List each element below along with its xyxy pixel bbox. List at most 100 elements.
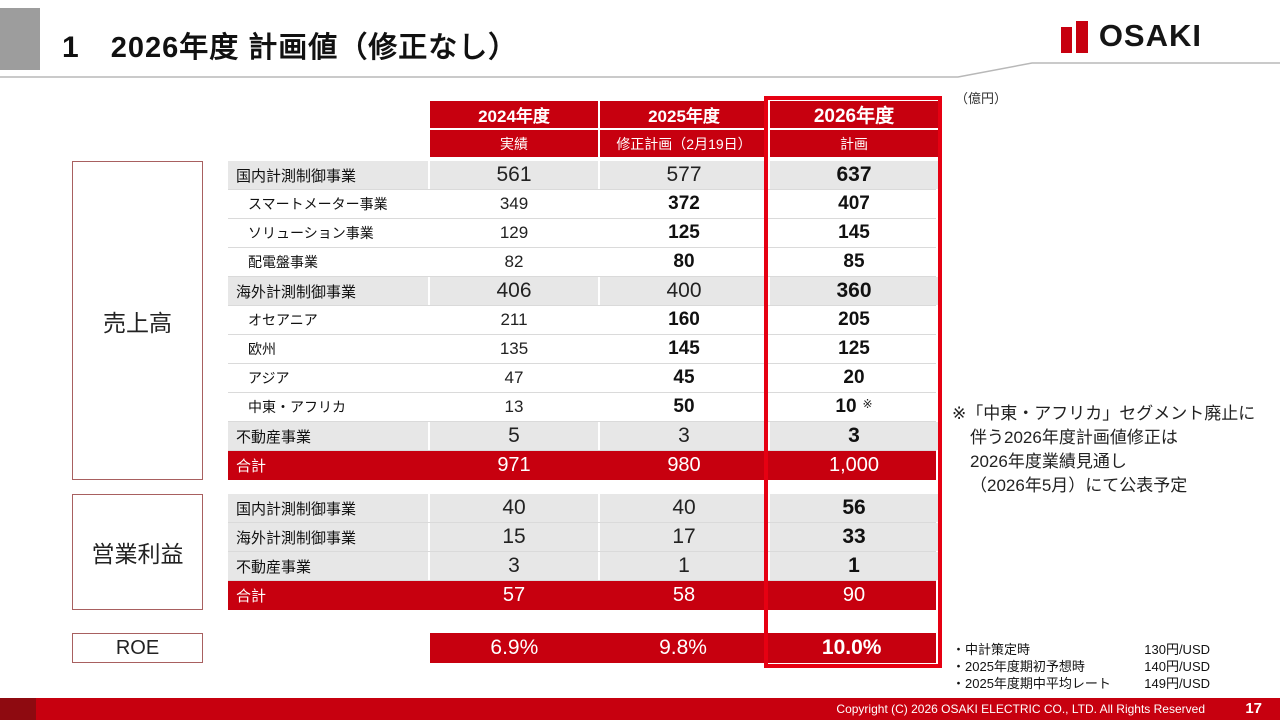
value-2025: 125 bbox=[600, 219, 768, 247]
value-2026: 90 bbox=[842, 584, 866, 606]
title-bar: 1 2026年度 計画値（修正なし） bbox=[62, 24, 518, 66]
footnote-line: （2026年5月）にて公表予定 bbox=[970, 476, 1188, 496]
col-header-2026: 2026年度 bbox=[770, 101, 938, 128]
value-2026: 360 bbox=[770, 277, 938, 305]
value-2025: 372 bbox=[600, 190, 768, 218]
value-2026: 85 bbox=[770, 248, 938, 276]
value-2025: 17 bbox=[600, 523, 768, 551]
table-row: 不動産事業 3 1 1 bbox=[228, 552, 938, 581]
value-2025: 3 bbox=[600, 422, 768, 450]
row-label: 合計 bbox=[236, 588, 267, 605]
value-2026: 1 bbox=[770, 552, 938, 580]
footer-accent-block bbox=[0, 698, 36, 720]
value-2026: 125 bbox=[770, 335, 938, 363]
fx-note: ・2025年度期初予想時 140円/USD bbox=[952, 658, 1210, 675]
value-2024: 15 bbox=[430, 523, 598, 551]
row-label: 配電盤事業 bbox=[228, 248, 428, 276]
section-label-profit: 営業利益 bbox=[72, 494, 203, 610]
section-label-roe: ROE bbox=[72, 633, 203, 663]
table-header: 2024年度 2025年度 2026年度 実績 修正計画（2月19日） 計画 bbox=[228, 101, 938, 157]
subheader-2025: 修正計画（2月19日） bbox=[600, 130, 768, 157]
value-2024: 3 bbox=[430, 552, 598, 580]
value-2026: 10 ※ bbox=[770, 393, 938, 421]
table-row: ソリューション事業 129 125 145 bbox=[228, 219, 938, 248]
row-label: 海外計測制御事業 bbox=[228, 277, 428, 305]
table-row: 欧州 135 145 125 bbox=[228, 335, 938, 364]
value-2026: 56 bbox=[770, 494, 938, 522]
year-header-row: 2024年度 2025年度 2026年度 bbox=[228, 101, 938, 128]
row-label: スマートメーター事業 bbox=[228, 190, 428, 218]
row-label: 国内計測制御事業 bbox=[228, 161, 428, 189]
value-2024: 40 bbox=[430, 494, 598, 522]
value-2026: 407 bbox=[770, 190, 938, 218]
segment-footnote: ※「中東・アフリカ」セグメント廃止に 伴う2026年度計画値修正は 2026年度… bbox=[952, 402, 1280, 499]
plan-table: 2024年度 2025年度 2026年度 実績 修正計画（2月19日） 計画 国… bbox=[228, 101, 938, 663]
value-2024: 211 bbox=[430, 306, 598, 334]
value-2025: 58 bbox=[672, 584, 696, 606]
slide-number: 1 bbox=[62, 31, 79, 64]
fx-note-label: ・2025年度期初予想時 bbox=[952, 659, 1085, 674]
value-2024: 82 bbox=[430, 248, 598, 276]
fx-note-label: ・2025年度期中平均レート bbox=[952, 676, 1111, 691]
footnote-line: 伴う2026年度計画値修正は bbox=[970, 428, 1178, 448]
value-2024: 561 bbox=[430, 161, 598, 189]
table-row: 国内計測制御事業 561 577 637 bbox=[228, 161, 938, 190]
fx-note: ・2025年度期中平均レート 149円/USD bbox=[952, 675, 1210, 692]
title-accent-block bbox=[0, 8, 40, 70]
header-blank bbox=[228, 130, 428, 157]
row-label: 不動産事業 bbox=[228, 552, 428, 580]
value-2026: 637 bbox=[770, 161, 938, 189]
roe-blank bbox=[228, 633, 428, 663]
value-2026: 205 bbox=[770, 306, 938, 334]
profit-total-row: 合計 57 58 90 bbox=[228, 581, 936, 610]
fx-note: ・中計策定時 130円/USD bbox=[952, 641, 1210, 658]
value-2024: 406 bbox=[430, 277, 598, 305]
header-blank bbox=[228, 101, 428, 128]
row-label: 海外計測制御事業 bbox=[228, 523, 428, 551]
footer-bar: Copyright (C) 2026 OSAKI ELECTRIC CO., L… bbox=[0, 698, 1280, 720]
table-row: アジア 47 45 20 bbox=[228, 364, 938, 393]
table-row: 国内計測制御事業 40 40 56 bbox=[228, 494, 938, 523]
value-2025: 980 bbox=[667, 454, 701, 476]
value-2026: 1,000 bbox=[828, 454, 880, 476]
value-2026: 145 bbox=[770, 219, 938, 247]
subheader-row: 実績 修正計画（2月19日） 計画 bbox=[228, 130, 938, 157]
value-2025: 1 bbox=[600, 552, 768, 580]
fx-note-value: 149円/USD bbox=[1144, 676, 1210, 691]
fx-note-value: 140円/USD bbox=[1144, 659, 1210, 674]
value-2025: 40 bbox=[600, 494, 768, 522]
value-2026: 20 bbox=[770, 364, 938, 392]
sales-total-row: 合計 971 980 1,000 bbox=[228, 451, 936, 480]
value-2026: 33 bbox=[770, 523, 938, 551]
footnote-line: 2026年度業績見通し bbox=[970, 452, 1127, 472]
table-row: 中東・アフリカ 13 50 10 ※ bbox=[228, 393, 938, 422]
sales-section: 国内計測制御事業 561 577 637 スマートメーター事業 349 372 … bbox=[228, 161, 938, 480]
row-label: オセアニア bbox=[228, 306, 428, 334]
value-2025: 400 bbox=[600, 277, 768, 305]
roe-2026: 10.0% bbox=[821, 636, 882, 659]
value-2026: 3 bbox=[770, 422, 938, 450]
roe-row: 6.9% 9.8% 10.0% bbox=[228, 633, 936, 663]
row-label: 中東・アフリカ bbox=[228, 393, 428, 421]
table-row: 配電盤事業 82 80 85 bbox=[228, 248, 938, 277]
row-label: ソリューション事業 bbox=[228, 219, 428, 247]
table-row: 海外計測制御事業 15 17 33 bbox=[228, 523, 938, 552]
table-row: スマートメーター事業 349 372 407 bbox=[228, 190, 938, 219]
value-2024: 5 bbox=[430, 422, 598, 450]
profit-section: 国内計測制御事業 40 40 56 海外計測制御事業 15 17 33 不動産事… bbox=[228, 494, 938, 610]
col-header-2024: 2024年度 bbox=[430, 101, 598, 128]
fx-note-label: ・中計策定時 bbox=[952, 642, 1031, 657]
value-2024: 57 bbox=[502, 584, 526, 606]
roe-2025: 9.8% bbox=[659, 636, 707, 659]
value-2025: 50 bbox=[600, 393, 768, 421]
value-2024: 349 bbox=[430, 190, 598, 218]
fx-rate-notes: ・中計策定時 130円/USD ・2025年度期初予想時 140円/USD ・2… bbox=[952, 641, 1210, 692]
col-header-2025: 2025年度 bbox=[600, 101, 768, 128]
page-title: 2026年度 計画値（修正なし） bbox=[110, 32, 519, 64]
value-2024: 971 bbox=[497, 454, 531, 476]
table-row: 不動産事業 5 3 3 bbox=[228, 422, 938, 451]
value-2025: 145 bbox=[600, 335, 768, 363]
footnote-line: ※「中東・アフリカ」セグメント廃止に bbox=[952, 404, 1256, 423]
row-label: アジア bbox=[228, 364, 428, 392]
